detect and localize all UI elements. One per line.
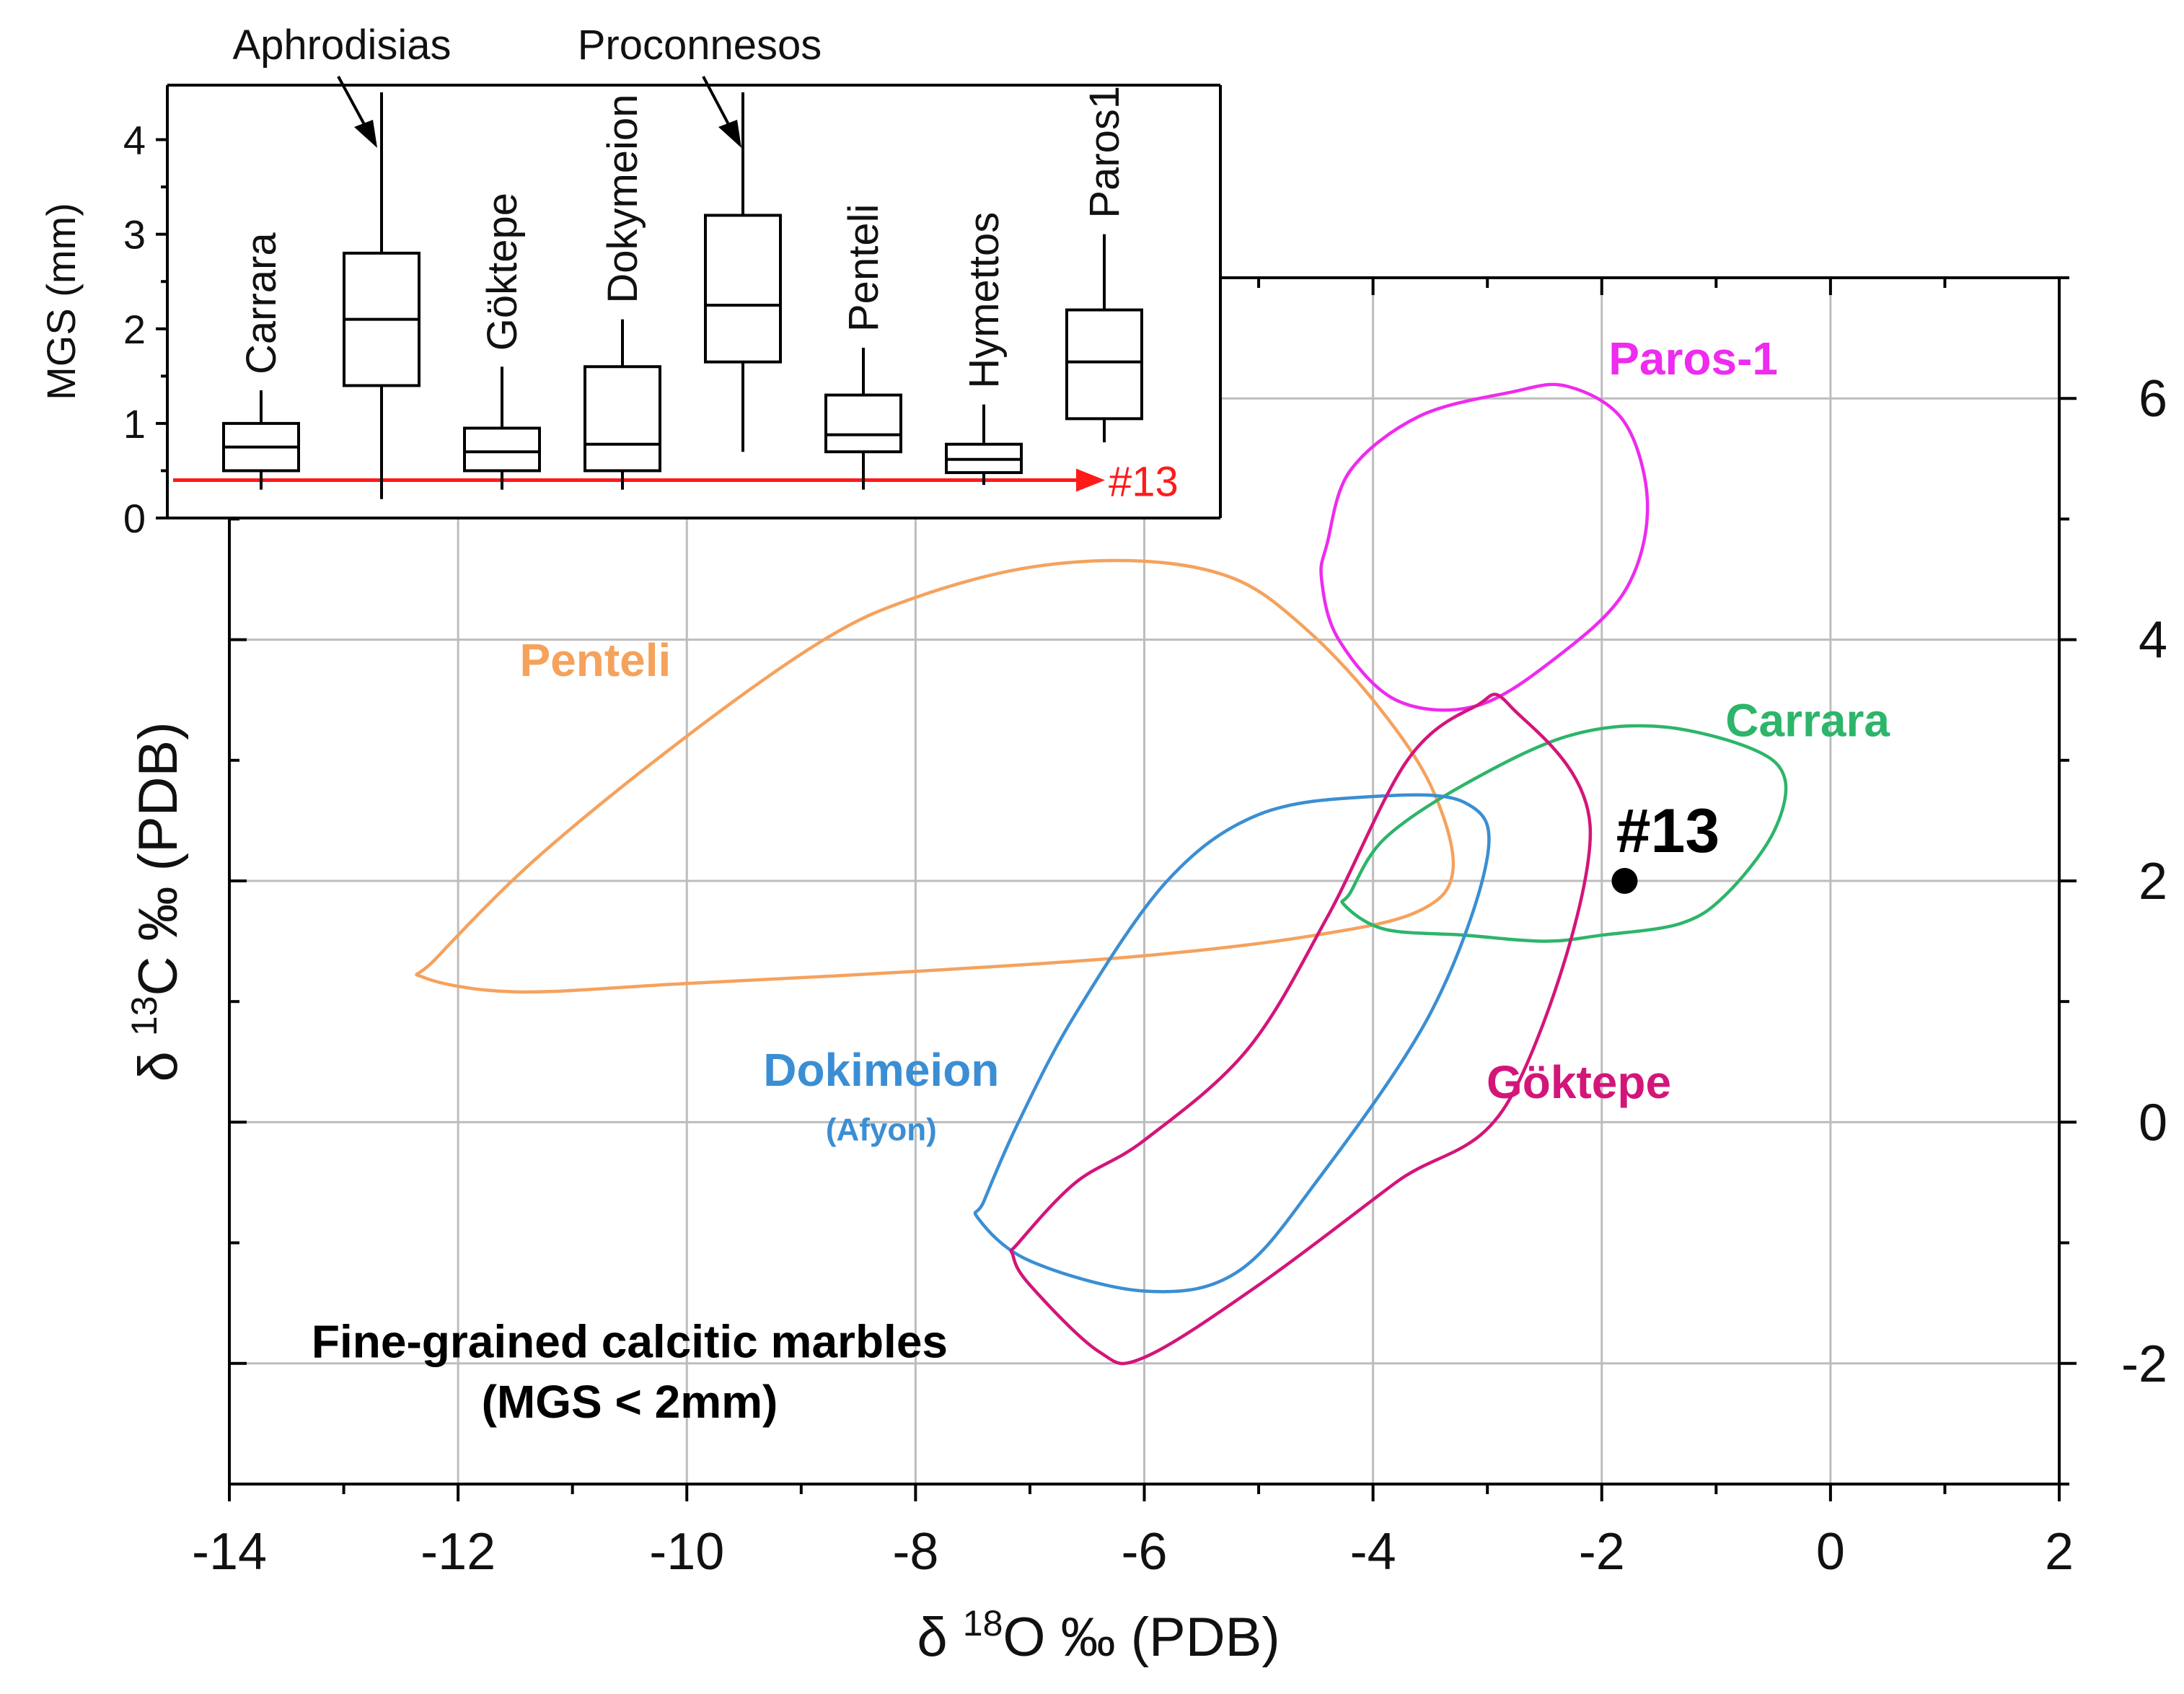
x-tick-label-10: -10 — [649, 1523, 724, 1581]
box-penteli — [824, 393, 902, 454]
main-ticks: -14 -12 -10 -8 -6 -4 -2 0 2 -2 0 2 4 6 — [192, 276, 2167, 1581]
x-tick-label-0: 0 — [1816, 1523, 1845, 1581]
box-label-paros1: Paros1 — [1081, 86, 1128, 219]
box-dokymeion — [584, 365, 661, 473]
annotation-2: (MGS < 2mm) — [482, 1376, 778, 1428]
inset-y-tick-label-4: 4 — [123, 118, 146, 163]
inset-y-tick-label-1: 1 — [123, 401, 146, 447]
x-tick-label-8: -8 — [892, 1523, 938, 1581]
region-carrara — [1340, 724, 1788, 943]
region-label-penteli: Penteli — [519, 634, 671, 686]
inset-y-tick-label-3: 3 — [123, 212, 146, 258]
region-label-dokimeion: Dokimeion — [763, 1044, 999, 1096]
region-label-g-ktepe: Göktepe — [1487, 1056, 1671, 1108]
inset-y-tick-label-2: 2 — [123, 307, 146, 352]
box-proconnesos — [704, 214, 782, 364]
y-axis-title: δ 13C ‰ (PDB) — [124, 721, 189, 1081]
inset-reference-label: #13 — [1109, 459, 1179, 506]
x-tick-label-6: -6 — [1121, 1523, 1167, 1581]
annotation-1: Fine-grained calcitic marbles — [312, 1315, 948, 1367]
data-point-label-13: #13 — [1616, 796, 1720, 866]
box-label-dokymeion: Dokymeion — [599, 95, 646, 304]
inset-boxplot: 0 1 2 3 4 MGS (mm) #13 Carrara Göktepe Dokymeion P… — [38, 22, 1222, 541]
region-g-ktepe — [1009, 693, 1593, 1366]
x-tick-label-2: -2 — [1579, 1523, 1625, 1581]
x-tick-label-4: -4 — [1350, 1523, 1396, 1581]
main-regions — [415, 382, 1788, 1366]
region-dokimeion — [973, 793, 1491, 1294]
y-tick-label-0: 0 — [2139, 1094, 2167, 1151]
box-label-carrara: Carrara — [238, 232, 285, 374]
proconnesos-arrow-line — [702, 76, 731, 128]
box-label-proconnesos: Proconnesos — [578, 22, 822, 69]
inset-y-tick-label-0: 0 — [123, 496, 146, 541]
box-paros1 — [1065, 308, 1143, 421]
x-axis-title: δ 18O ‰ (PDB) — [917, 1603, 1280, 1668]
proconnesos-arrowhead — [718, 120, 741, 148]
y-tick-label-2: -2 — [2121, 1335, 2167, 1393]
aphrodisias-arrow-line — [337, 76, 367, 128]
x-tick-label-14: -14 — [192, 1523, 267, 1581]
box-label-penteli: Penteli — [840, 204, 887, 332]
x-tick-label-12: -12 — [420, 1523, 496, 1581]
aphrodisias-arrowhead — [354, 120, 377, 148]
main-points: #13 — [1611, 796, 1720, 894]
region-label-carrara: Carrara — [1725, 694, 1890, 746]
box-label-hymettos: Hymettos — [961, 212, 1008, 389]
region-label-paros-1: Paros-1 — [1608, 333, 1778, 385]
inset-y-axis-title: MGS (mm) — [38, 203, 84, 400]
x-tick-label-2: 2 — [2045, 1523, 2074, 1581]
y-tick-label-2: 2 — [2139, 853, 2167, 910]
inset-background — [167, 85, 1220, 518]
data-point-13 — [1611, 868, 1638, 894]
y-tick-label-6: 6 — [2139, 370, 2167, 428]
box-g-ktepe — [463, 426, 541, 473]
region-sublabel-dokimeion: (Afyon) — [826, 1112, 937, 1147]
box-label-aphrodisias: Aphrodisias — [232, 22, 451, 69]
main-labels: Penteli Paros-1 Carrara Dokimeion (Afyon) Gök… — [312, 333, 1890, 1428]
box-label-g-ktepe: Göktepe — [479, 193, 526, 351]
inset-reference-arrowhead — [1076, 468, 1105, 492]
y-tick-label-4: 4 — [2139, 612, 2167, 670]
region-paros-1 — [1319, 382, 1650, 712]
